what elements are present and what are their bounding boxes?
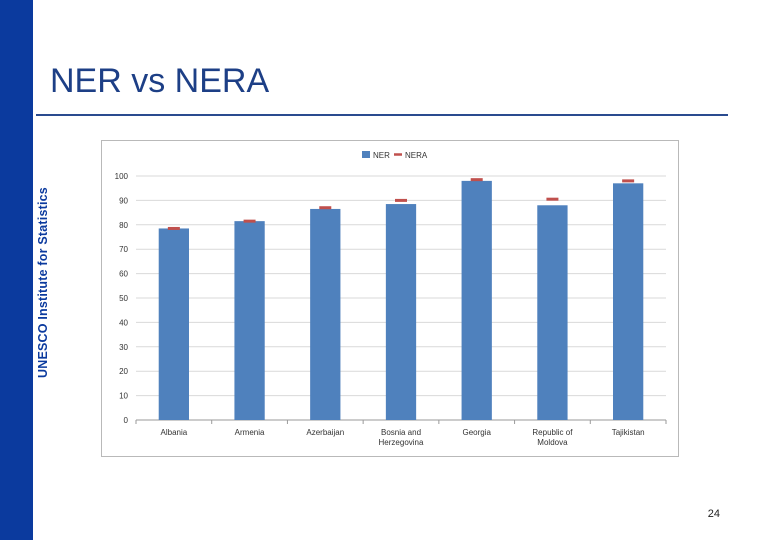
x-tick-label: Azerbaijan xyxy=(306,428,344,437)
x-tick-label: Albania xyxy=(161,428,188,437)
y-tick-label: 20 xyxy=(119,367,128,376)
x-tick-label: Bosnia and xyxy=(381,428,421,437)
bar-chart: 0 10 20 30 40 50 60 70 80 90 100 Albania Armenia Aze… xyxy=(115,151,667,447)
ner-bars xyxy=(158,180,644,420)
sidebar-label: UNESCO Institute for Statistics xyxy=(36,187,50,378)
y-tick-label: 70 xyxy=(119,245,128,254)
nera-markers xyxy=(167,178,635,230)
y-tick-label: 30 xyxy=(119,343,128,352)
y-tick-label: 100 xyxy=(115,172,129,181)
page-number: 24 xyxy=(707,508,720,520)
ner-bar xyxy=(385,204,417,420)
x-tick-label: Republic of xyxy=(532,428,573,437)
legend-ner-label: NER xyxy=(373,151,390,160)
x-tick-label: Herzegovina xyxy=(379,438,424,447)
sidebar-band xyxy=(0,0,33,540)
legend: NER NERA xyxy=(362,151,428,160)
y-tick-label: 10 xyxy=(119,392,128,401)
y-tick-label: 80 xyxy=(119,221,128,230)
ner-bar xyxy=(461,180,492,420)
chart-container: 0 10 20 30 40 50 60 70 80 90 100 Albania Armenia Aze… xyxy=(101,140,679,457)
x-tick-label: Georgia xyxy=(462,428,491,437)
x-axis: Albania Armenia Azerbaijan Bosnia andHerzeg… xyxy=(135,420,667,447)
y-tick-label: 60 xyxy=(119,270,128,279)
y-axis: 0 10 20 30 40 50 60 70 80 90 100 xyxy=(115,172,129,425)
legend-ner-swatch xyxy=(362,151,370,158)
x-tick-label: Moldova xyxy=(537,438,568,447)
ner-bar xyxy=(310,208,341,420)
y-tick-label: 0 xyxy=(124,416,129,425)
x-tick-label: Armenia xyxy=(235,428,265,437)
y-tick-label: 90 xyxy=(119,196,128,205)
ner-bar xyxy=(537,205,568,420)
ner-bar xyxy=(613,183,644,420)
y-tick-label: 50 xyxy=(119,294,128,303)
slide-title: NER vs NERA xyxy=(50,62,270,100)
y-tick-label: 40 xyxy=(119,318,128,327)
title-divider xyxy=(36,114,728,116)
legend-nera-label: NERA xyxy=(405,151,428,160)
ner-bar xyxy=(234,221,265,420)
x-tick-label: Tajikistan xyxy=(612,428,645,437)
ner-bar xyxy=(158,228,189,420)
